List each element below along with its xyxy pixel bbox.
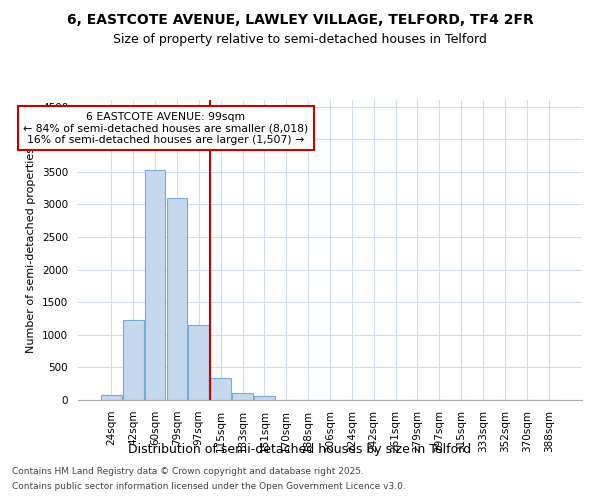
Bar: [232, 394, 253, 400]
Text: Contains HM Land Registry data © Crown copyright and database right 2025.: Contains HM Land Registry data © Crown c…: [12, 467, 364, 476]
Bar: [101, 395, 122, 400]
Bar: [188, 325, 209, 400]
Y-axis label: Number of semi-detached properties: Number of semi-detached properties: [26, 147, 37, 353]
Bar: [167, 198, 187, 400]
Bar: [210, 378, 231, 400]
Text: Size of property relative to semi-detached houses in Telford: Size of property relative to semi-detach…: [113, 32, 487, 46]
Text: 6 EASTCOTE AVENUE: 99sqm
← 84% of semi-detached houses are smaller (8,018)
16% o: 6 EASTCOTE AVENUE: 99sqm ← 84% of semi-d…: [23, 112, 308, 145]
Text: 6, EASTCOTE AVENUE, LAWLEY VILLAGE, TELFORD, TF4 2FR: 6, EASTCOTE AVENUE, LAWLEY VILLAGE, TELF…: [67, 12, 533, 26]
Bar: [254, 396, 275, 400]
Bar: [145, 170, 166, 400]
Bar: [123, 320, 143, 400]
Text: Contains public sector information licensed under the Open Government Licence v3: Contains public sector information licen…: [12, 482, 406, 491]
Text: Distribution of semi-detached houses by size in Telford: Distribution of semi-detached houses by …: [128, 442, 472, 456]
